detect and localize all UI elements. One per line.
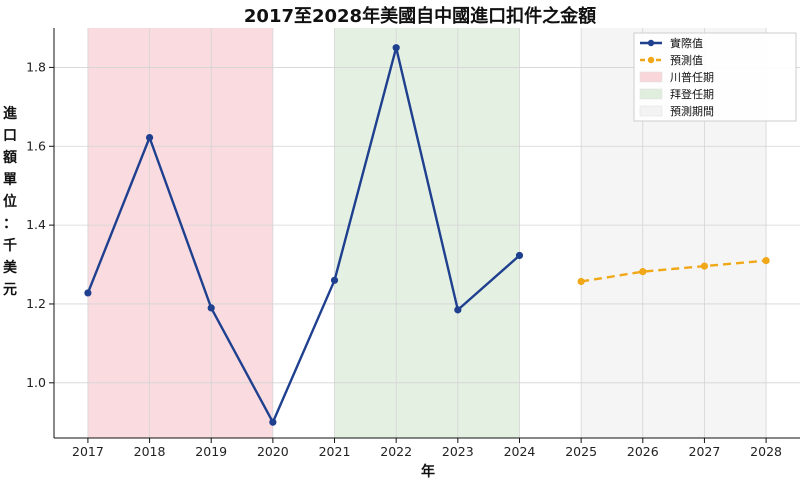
- legend-swatch: [639, 105, 663, 117]
- y-tick-label: 1.6: [26, 138, 46, 153]
- x-tick-label: 2025: [565, 444, 597, 459]
- series-line-1: [86, 46, 521, 424]
- data-point: [515, 251, 524, 260]
- data-point: [84, 289, 92, 297]
- data-point: [269, 418, 277, 426]
- x-axis-label: 年: [421, 463, 435, 480]
- x-tick-label: 2019: [195, 444, 227, 459]
- chart-title: 2017至2028年美國自中國進口扣件之金額: [244, 5, 596, 27]
- data-point: [700, 262, 709, 270]
- y-axis-label-char: 元: [3, 282, 17, 298]
- y-axis-label-char: 單: [3, 172, 17, 188]
- x-tick-label: 2017: [72, 444, 104, 459]
- tick-labels: 2017 2018 2019 2020 2021 2022 2023 2024 2025 2026…: [26, 59, 782, 459]
- legend-swatch: [639, 88, 663, 100]
- x-tick-label: 2018: [134, 444, 166, 459]
- legend-marker: [647, 39, 655, 47]
- data-point: [392, 44, 400, 52]
- band-2: [334, 28, 520, 438]
- y-axis-label-char: 位: [3, 193, 17, 210]
- band-1: [87, 28, 273, 438]
- x-tick-label: 2020: [257, 444, 289, 459]
- data-point: [639, 268, 647, 276]
- legend-label: 川普任期: [670, 70, 714, 84]
- series-group: [84, 44, 770, 426]
- legend-label: 拜登任期: [670, 87, 714, 101]
- y-tick-label: 1.4: [26, 217, 46, 232]
- y-axis-label: 進口額單位 ： 千美元: [2, 106, 18, 298]
- x-tick-label: 2027: [689, 444, 721, 459]
- x-tick-label: 2026: [627, 444, 659, 459]
- data-point: [207, 304, 215, 312]
- y-tick-label: 1.0: [26, 375, 46, 390]
- x-tick-label: 2021: [319, 444, 351, 459]
- y-axis-label-char: ：: [3, 216, 17, 232]
- series-line-2: [580, 259, 767, 283]
- legend-swatch: [639, 71, 663, 83]
- y-axis-label-char: 美: [3, 259, 18, 276]
- legend-label: 實際值: [670, 36, 703, 50]
- y-axis-label-char: 額: [2, 149, 17, 166]
- legend-label: 預測期間: [670, 104, 714, 118]
- data-point: [145, 133, 154, 142]
- y-axis-label-char: 千: [3, 237, 17, 254]
- y-tick-label: 1.8: [26, 59, 46, 74]
- y-axis-label-char: 口: [3, 128, 17, 144]
- y-axis-label-char: 進: [3, 106, 17, 122]
- legend-label: 預測值: [670, 53, 703, 67]
- x-tick-label: 2022: [380, 444, 412, 459]
- data-point: [454, 306, 462, 314]
- x-tick-label: 2028: [750, 444, 782, 459]
- data-point: [577, 277, 585, 286]
- x-tick-label: 2023: [442, 444, 474, 459]
- legend-marker: [647, 56, 655, 64]
- data-point: [762, 256, 770, 265]
- data-point: [330, 276, 339, 284]
- y-tick-label: 1.2: [26, 296, 46, 311]
- x-tick-label: 2024: [504, 444, 536, 459]
- axes: [53, 28, 800, 439]
